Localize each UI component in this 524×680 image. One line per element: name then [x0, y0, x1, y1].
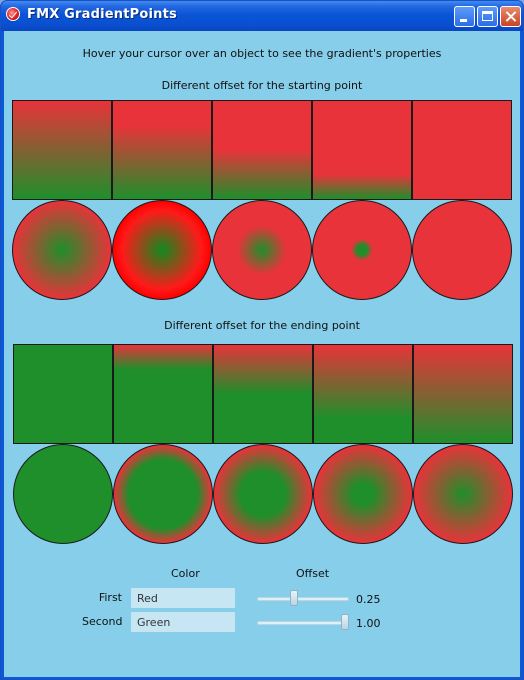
window-title: FMX GradientPoints — [27, 7, 177, 22]
second-offset-value: 1.00 — [356, 617, 381, 630]
minimize-button[interactable] — [454, 6, 475, 27]
second-offset-slider[interactable] — [257, 612, 349, 634]
title-bar[interactable]: FMX GradientPoints — [1, 1, 523, 31]
end-circle-2[interactable] — [113, 444, 213, 544]
first-offset-thumb[interactable] — [290, 590, 298, 606]
start-circle-3[interactable] — [212, 200, 312, 300]
first-offset-value: 0.25 — [356, 593, 381, 606]
end-circle-3[interactable] — [213, 444, 313, 544]
start-circle-4[interactable] — [312, 200, 412, 300]
second-offset-thumb[interactable] — [341, 614, 349, 630]
first-color-field[interactable] — [131, 588, 235, 608]
first-offset-track — [257, 597, 349, 601]
start-circle-2[interactable] — [112, 200, 212, 300]
second-offset-track — [257, 621, 349, 625]
first-offset-slider[interactable] — [257, 588, 349, 610]
end-square-4[interactable] — [313, 344, 413, 444]
end-circle-1[interactable] — [13, 444, 113, 544]
start-square-1[interactable] — [12, 100, 112, 200]
section-start-heading: Different offset for the starting point — [161, 79, 363, 92]
section-end-heading: Different offset for the ending point — [164, 319, 360, 332]
end-square-1[interactable] — [13, 344, 113, 444]
second-label: Second — [82, 615, 123, 628]
start-circle-5[interactable] — [412, 200, 512, 300]
start-square-5[interactable] — [412, 100, 512, 200]
maximize-button[interactable] — [477, 6, 498, 27]
offset-header: Offset — [296, 567, 330, 580]
color-header: Color — [171, 567, 200, 580]
start-circle-1[interactable] — [12, 200, 112, 300]
client-area: Hover your cursor over an object to see … — [4, 31, 520, 677]
intro-text: Hover your cursor over an object to see … — [82, 47, 442, 60]
first-label: First — [98, 591, 122, 604]
end-square-3[interactable] — [213, 344, 313, 444]
end-circle-5[interactable] — [413, 444, 513, 544]
second-color-field[interactable] — [131, 612, 235, 632]
end-circle-4[interactable] — [313, 444, 413, 544]
start-square-4[interactable] — [312, 100, 412, 200]
end-square-5[interactable] — [413, 344, 513, 444]
end-square-2[interactable] — [113, 344, 213, 444]
close-button[interactable] — [500, 6, 521, 27]
app-icon — [6, 7, 20, 21]
start-square-2[interactable] — [112, 100, 212, 200]
start-square-3[interactable] — [212, 100, 312, 200]
